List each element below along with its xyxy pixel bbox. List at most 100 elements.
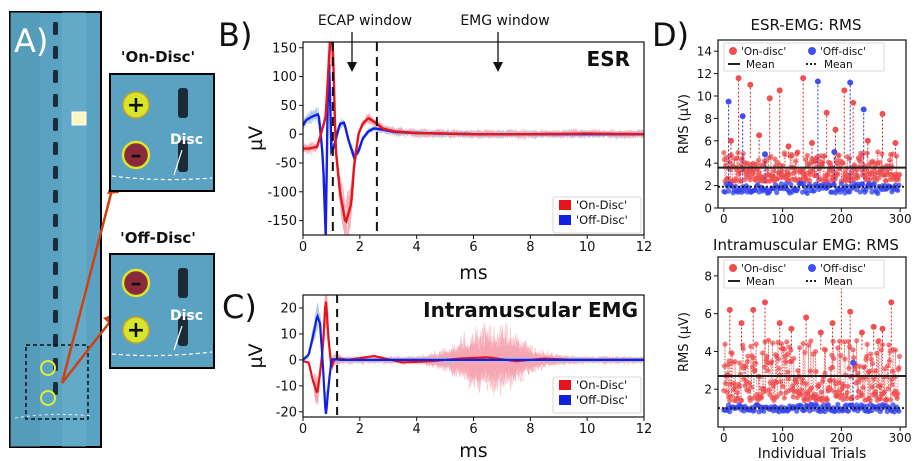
on-disc-connector <box>725 375 728 393</box>
on-disc-peak <box>776 320 783 327</box>
chart-title: Intramuscular EMG: RMS <box>713 236 899 254</box>
on-disc-connector <box>840 355 842 395</box>
on-disc-connector <box>764 341 766 392</box>
on-disc-peak <box>750 306 757 313</box>
on-disc-connector <box>888 344 890 361</box>
electrode-contact <box>53 262 58 275</box>
on-disc-point <box>804 152 810 158</box>
on-disc-connector <box>728 360 731 401</box>
on-disc-connector <box>774 159 776 167</box>
on-disc-connector <box>848 346 850 369</box>
off-disc-point <box>896 408 902 414</box>
y-axis-label: µV <box>245 343 267 368</box>
on-disc-connector <box>742 345 744 349</box>
on-disc-point <box>860 150 866 156</box>
annotation-arrowhead <box>493 62 503 72</box>
off-disc-point <box>774 189 780 196</box>
y-tick-label: 0 <box>289 128 297 143</box>
y-tick-label: -150 <box>267 214 297 229</box>
on-disc-peak <box>870 323 877 330</box>
x-tick-label: 0 <box>299 422 307 437</box>
on-disc-point <box>721 149 727 156</box>
legend-swatch <box>559 200 571 210</box>
x-tick-label: 0 <box>720 431 728 445</box>
on-disc-connector <box>747 356 749 362</box>
on-disc-connector <box>783 152 785 178</box>
legend-label: 'On-disc' <box>741 46 786 58</box>
electrode-contact <box>53 286 58 299</box>
panel-d: D) 0 100 200 300 0 2 4 6 8 10 12 14 ESR-EMG: RMS RMS … <box>652 16 912 461</box>
on-disc-connector <box>859 161 861 167</box>
y-tick-label: 14 <box>697 45 712 59</box>
on-disc-connector <box>775 165 777 179</box>
on-disc-connector <box>782 348 784 387</box>
on-disc-peak <box>879 110 886 117</box>
on-disc-connector <box>874 370 876 393</box>
on-disc-connector <box>809 340 812 372</box>
on-disc-connector <box>772 342 774 387</box>
electrode-contact <box>53 310 58 323</box>
off-disc-point <box>875 190 881 196</box>
electrode-contact <box>53 118 58 131</box>
axes-frame <box>302 294 645 418</box>
on-disc-connector <box>864 377 866 401</box>
on-disc-connector <box>849 376 852 399</box>
svg-text:+: + <box>127 318 145 343</box>
off-disc-point <box>825 402 832 408</box>
y-tick-label: -10 <box>276 379 297 394</box>
on-disc-peak <box>727 137 734 144</box>
on-disc-connector <box>849 346 851 377</box>
plot-area <box>721 272 903 415</box>
off-disc-point <box>835 401 841 408</box>
on-disc-peak <box>879 325 886 332</box>
on-disc-connector <box>783 349 785 398</box>
on-disc-peak <box>766 95 773 102</box>
on-disc-connector <box>814 351 816 400</box>
on-disc-connector <box>768 340 770 390</box>
on-disc-point <box>768 153 774 160</box>
on-disc-connector <box>830 368 832 390</box>
on-disc-peak <box>864 137 871 144</box>
x-tick-label: 8 <box>526 240 534 255</box>
chart-title-intramuscular: Intramuscular EMG <box>423 298 638 322</box>
electrode-ring-bottom <box>40 390 56 406</box>
y-tick-label: 4 <box>704 157 712 171</box>
legend-swatch <box>559 380 571 390</box>
on-disc-connector <box>761 352 763 389</box>
on-disc-connector <box>755 344 758 395</box>
x-axis-label: ms <box>459 440 487 461</box>
off-disc-peak <box>739 113 746 120</box>
on-disc-connector <box>767 168 769 175</box>
on-disc-inset <box>109 73 215 192</box>
on-disc-connector <box>727 364 729 397</box>
on-disc-peak <box>735 75 742 82</box>
on-disc-connector <box>771 361 773 398</box>
on-disc-connector <box>845 395 848 399</box>
on-disc-connector <box>740 159 742 182</box>
axes-frame <box>717 256 907 428</box>
on-disc-connector <box>895 350 897 392</box>
on-disc-connector <box>772 170 775 177</box>
y-tick-label: 0 <box>704 202 712 216</box>
on-disc-connector <box>820 391 822 399</box>
on-disc-connector <box>837 154 839 174</box>
legend-label: Mean <box>824 59 853 71</box>
legend <box>552 376 642 414</box>
y-tick-label: 6 <box>704 134 712 148</box>
x-tick-label: 0 <box>299 240 307 255</box>
y-tick-label: 8 <box>704 112 712 126</box>
y-tick-label: 10 <box>697 90 712 104</box>
on-disc-peak <box>829 320 836 327</box>
off-disc-point <box>804 190 810 196</box>
off-disc-point <box>857 189 863 195</box>
plot-area <box>303 295 644 415</box>
on-disc-connector <box>788 174 791 181</box>
on-disc-peak <box>788 325 795 332</box>
electrode-contact <box>53 70 58 83</box>
x-tick-label: 10 <box>579 422 596 437</box>
x-tick-label: 12 <box>636 422 653 437</box>
off-disc-peak <box>814 78 821 85</box>
electrode-contact <box>53 94 58 107</box>
x-tick-label: 0 <box>720 212 728 226</box>
on-disc-point <box>753 162 759 168</box>
